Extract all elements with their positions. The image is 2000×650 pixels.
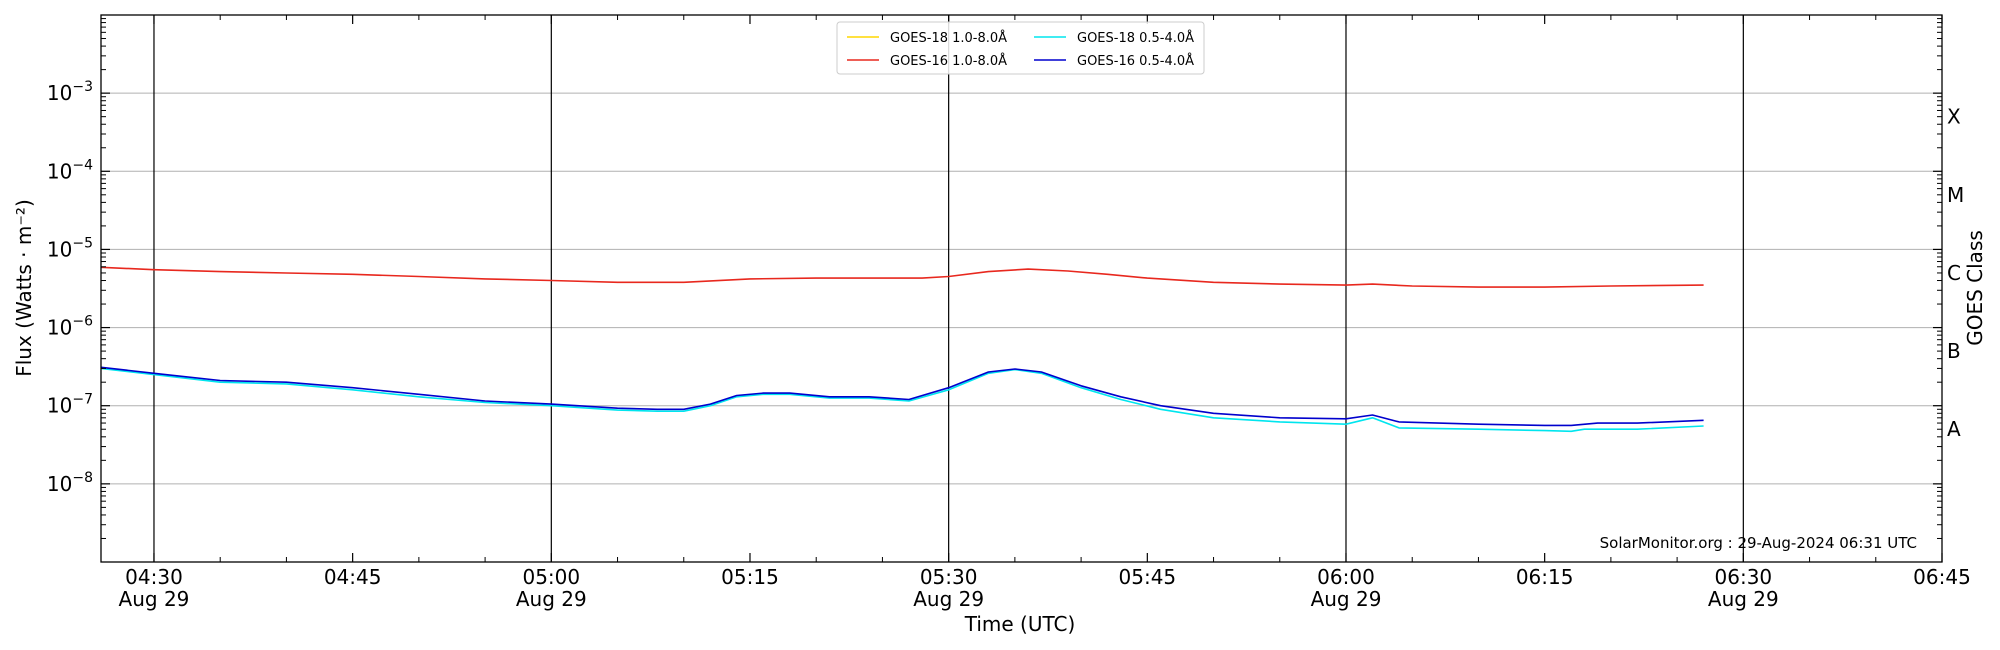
y-tick-label: 10−8: [47, 470, 93, 496]
y-tick-label: 10−5: [47, 235, 93, 261]
x-tick-label: 04:45: [324, 565, 382, 589]
y-tick-label: 10−3: [47, 79, 93, 105]
credit-text: SolarMonitor.org : 29-Aug-2024 06:31 UTC: [1600, 534, 1917, 552]
x-tick-label: 04:30: [125, 565, 183, 589]
goes-class-labels: A B C M X: [1947, 105, 1964, 442]
x-tick-date-label: Aug 29: [516, 587, 587, 611]
plot-frame: [100, 14, 1943, 563]
series-line-2: [100, 367, 1704, 433]
x-tick-label: 05:00: [522, 565, 580, 589]
y-tick-labels: 10−8 10−7 10−6 10−5 10−4 10−3: [47, 79, 93, 496]
goes-class-label: B: [1947, 339, 1961, 363]
legend-label: GOES-16 0.5-4.0Å: [1077, 53, 1194, 69]
x-tick-date-label: Aug 29: [1708, 587, 1779, 611]
day-vertical-lines: [153, 15, 1744, 562]
horizontal-gridlines: [101, 92, 1942, 485]
y-tick-label: 10−4: [47, 157, 93, 183]
x-tick-label: 06:15: [1516, 565, 1574, 589]
x-tick-label: 06:00: [1317, 565, 1375, 589]
x-tick-label: 06:45: [1913, 565, 1971, 589]
y-tick-label: 10−7: [47, 392, 93, 418]
x-tick-date-label: Aug 29: [913, 587, 984, 611]
goes-class-label: C: [1947, 261, 1961, 285]
x-tick-label: 05:15: [721, 565, 779, 589]
x-tick-date-label: Aug 29: [1311, 587, 1382, 611]
x-axis-title: Time (UTC): [964, 612, 1076, 636]
x-tick-label: 05:45: [1119, 565, 1177, 589]
legend: GOES-18 1.0-8.0Å GOES-16 1.0-8.0Å GOES-18 …: [836, 21, 1205, 75]
goes-class-label: X: [1947, 105, 1961, 129]
legend-label: GOES-18 1.0-8.0Å: [890, 30, 1007, 46]
y2-axis-title: GOES Class: [1963, 230, 1987, 346]
legend-label: GOES-18 0.5-4.0Å: [1077, 30, 1194, 46]
y-axis-title: Flux (Watts · m⁻²): [12, 199, 36, 377]
y-tick-label: 10−6: [47, 314, 93, 340]
legend-label: GOES-16 1.0-8.0Å: [890, 53, 1007, 69]
x-tick-label: 05:30: [920, 565, 978, 589]
series-line-1: [100, 266, 1704, 288]
x-tick-date-label: Aug 29: [119, 587, 190, 611]
axis-ticks: [101, 15, 1943, 562]
x-tick-label: 06:30: [1715, 565, 1773, 589]
goes-class-label: A: [1947, 417, 1961, 441]
series-lines: [100, 266, 1704, 433]
legend-box: [836, 21, 1205, 75]
series-line-3: [100, 366, 1704, 427]
goes-class-label: M: [1947, 183, 1964, 207]
